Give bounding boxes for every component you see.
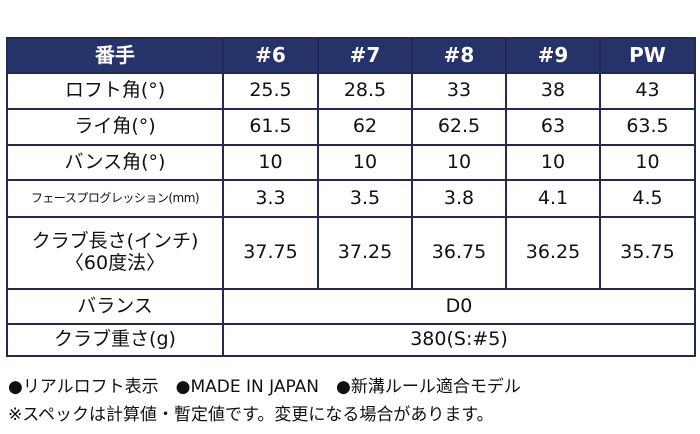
- row: ライ角(°) 61.5 62 62.5 63 63.5: [6, 108, 696, 146]
- label-line: 〈60度法〉: [64, 252, 166, 274]
- value-cell: 63: [505, 108, 601, 146]
- value-cell: 36.25: [505, 216, 601, 290]
- value-cell: 37.75: [222, 216, 319, 290]
- row: ロフト角(°) 25.5 28.5 33 38 43: [6, 72, 696, 110]
- note: ●リアルロフト表示 ●MADE IN JAPAN ●新溝ルール適合モデル: [8, 377, 521, 397]
- value-cell: 38: [505, 72, 601, 110]
- value-cell: 37.25: [317, 216, 413, 290]
- note: ※スペックは計算値・暫定値です。変更になる場合があります。: [8, 405, 494, 425]
- value-cell: 63.5: [599, 108, 696, 146]
- header-cell: #8: [411, 37, 507, 74]
- value-cell: 43: [599, 72, 696, 110]
- value-cell: 10: [222, 144, 319, 181]
- header-cell: 番手: [6, 37, 224, 74]
- spec-table: 番手 #6 #7 #8 #9 PW ロフト角(°) 25.5 28.5 33 38 43 ライ角(°) 6…: [6, 37, 696, 357]
- label-line: バランス: [77, 294, 153, 317]
- label-line: バンス角(°): [64, 150, 166, 173]
- row-label: クラブ重さ(g): [6, 323, 224, 357]
- value-cell: 10: [599, 144, 696, 181]
- value-cell: 61.5: [222, 108, 319, 146]
- row-label: ロフト角(°): [6, 72, 224, 110]
- value-cell: 25.5: [222, 72, 319, 110]
- value-cell: 62: [317, 108, 413, 146]
- value-cell: 3.5: [317, 179, 413, 218]
- row: フェースプログレッション(mm) 3.3 3.5 3.8 4.1 4.5: [6, 179, 696, 218]
- header-cell: #9: [505, 37, 601, 74]
- label-line: ロフト角(°): [64, 79, 166, 102]
- label-line: フェースプログレッション(mm): [30, 190, 200, 205]
- value-cell: 4.5: [599, 179, 696, 218]
- label-line: ライ角(°): [74, 115, 156, 138]
- header-row: 番手 #6 #7 #8 #9 PW: [6, 37, 696, 74]
- value-cell: 3.8: [411, 179, 507, 218]
- value-cell: 4.1: [505, 179, 601, 218]
- row-label: ライ角(°): [6, 108, 224, 146]
- value-cell: 36.75: [411, 216, 507, 290]
- value-cell: 35.75: [599, 216, 696, 290]
- header-cell: #6: [222, 37, 319, 74]
- row: バンス角(°) 10 10 10 10 10: [6, 144, 696, 181]
- row: クラブ重さ(g) 380(S:#5): [6, 323, 696, 357]
- row-label: バンス角(°): [6, 144, 224, 181]
- label-line: クラブ重さ(g): [54, 328, 176, 351]
- row: クラブ長さ(インチ) 〈60度法〉 37.75 37.25 36.75 36.25 35.7…: [6, 216, 696, 290]
- value-cell: 28.5: [317, 72, 413, 110]
- spec-table-wrap: 番手 #6 #7 #8 #9 PW ロフト角(°) 25.5 28.5 33 38 43 ライ角(°) 6…: [6, 37, 696, 357]
- row-label: クラブ長さ(インチ) 〈60度法〉: [6, 216, 224, 290]
- value-cell: 10: [505, 144, 601, 181]
- value-cell: 10: [411, 144, 507, 181]
- label-line: クラブ長さ(インチ): [31, 230, 199, 253]
- row-label: フェースプログレッション(mm): [6, 179, 224, 218]
- value-cell: 380(S:#5): [222, 323, 696, 357]
- row: バランス D0: [6, 288, 696, 325]
- value-cell: 33: [411, 72, 507, 110]
- value-cell: 3.3: [222, 179, 319, 218]
- row-label: バランス: [6, 288, 224, 325]
- header-cell: PW: [599, 37, 696, 74]
- value-cell: 62.5: [411, 108, 507, 146]
- value-cell: 10: [317, 144, 413, 181]
- value-cell: D0: [222, 288, 696, 325]
- header-cell: #7: [317, 37, 413, 74]
